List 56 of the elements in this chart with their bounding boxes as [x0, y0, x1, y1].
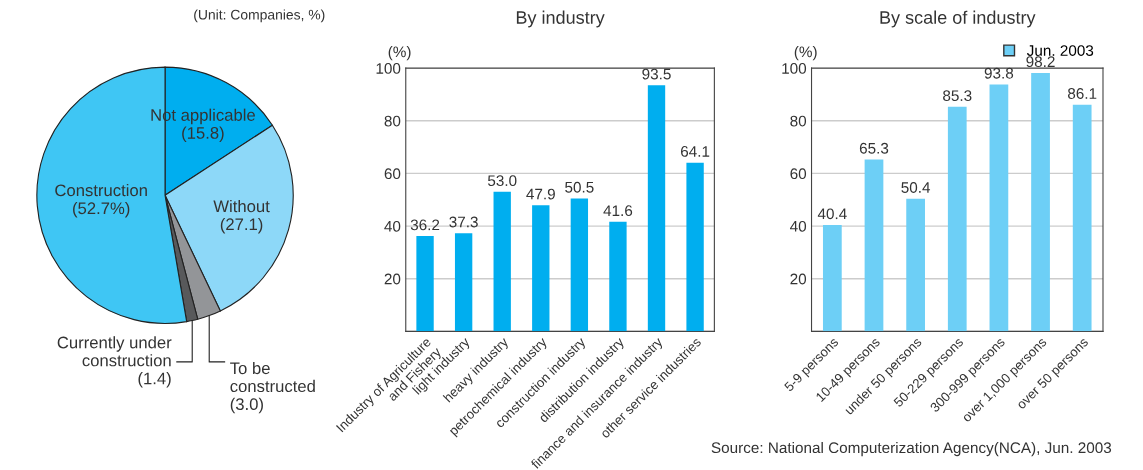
bar [416, 236, 434, 332]
slice-label: Currently under construction [57, 336, 172, 367]
y-axis-title: (%) [794, 46, 817, 61]
data-label: 53.0 [487, 175, 517, 187]
bar [906, 198, 925, 332]
data-label: (52.7%) [73, 201, 130, 218]
bar [647, 85, 666, 332]
bar [493, 191, 511, 332]
slice-label: To be constructed [230, 361, 315, 393]
data-label: 50.5 [565, 181, 594, 193]
data-label: 93.5 [642, 68, 671, 80]
bar [686, 162, 704, 332]
bar [989, 84, 1009, 332]
y-tick-label: 80 [790, 115, 807, 127]
data-label: 64.1 [681, 146, 710, 157]
data-label: 50.4 [901, 182, 931, 193]
data-label: 98.2 [1026, 56, 1055, 68]
y-tick-label: 60 [790, 168, 807, 180]
bar [609, 221, 627, 332]
bar [822, 225, 842, 332]
data-label: 65.3 [859, 142, 889, 154]
y-tick-label: 60 [384, 168, 401, 180]
bar [532, 205, 550, 332]
data-label: 37.3 [449, 216, 478, 228]
data-label: (1.4) [138, 372, 171, 388]
slice-label: Construction [55, 183, 147, 197]
y-tick-label: 100 [376, 63, 401, 74]
y-axis-title: (%) [388, 46, 411, 61]
y-tick-label: 40 [790, 220, 807, 232]
data-label: 86.1 [1067, 88, 1097, 99]
y-tick-label: 80 [384, 115, 401, 127]
y-tick-label: 40 [384, 220, 401, 232]
data-label: 85.3 [943, 90, 972, 102]
data-label: 41.6 [603, 205, 633, 217]
chart-title: By industry [516, 10, 605, 28]
data-label: 36.2 [410, 219, 440, 231]
slice-label: Without [213, 199, 270, 213]
y-tick-label: 20 [790, 273, 807, 285]
bar [947, 106, 967, 332]
source-note: Source: National Computerization Agency(NCA), Jun. 2003 [711, 441, 1112, 457]
data-label: 40.4 [817, 208, 847, 220]
data-label: (15.8) [182, 126, 224, 143]
legend-label: Jun. 2003 [1026, 45, 1094, 56]
chart-title: By scale of industry [880, 10, 1036, 28]
bar [1031, 72, 1050, 332]
y-tick-label: 20 [384, 273, 401, 285]
data-label: 47.9 [526, 188, 555, 200]
data-label: 93.8 [984, 67, 1014, 79]
bar [570, 198, 589, 332]
bar [1072, 104, 1092, 332]
y-tick-label: 100 [782, 63, 807, 74]
data-label: (3.0) [230, 397, 263, 414]
text: (Unit: Companies, %) [194, 9, 325, 23]
bar [454, 233, 473, 332]
bar [864, 159, 884, 332]
data-label: (27.1) [220, 217, 263, 234]
